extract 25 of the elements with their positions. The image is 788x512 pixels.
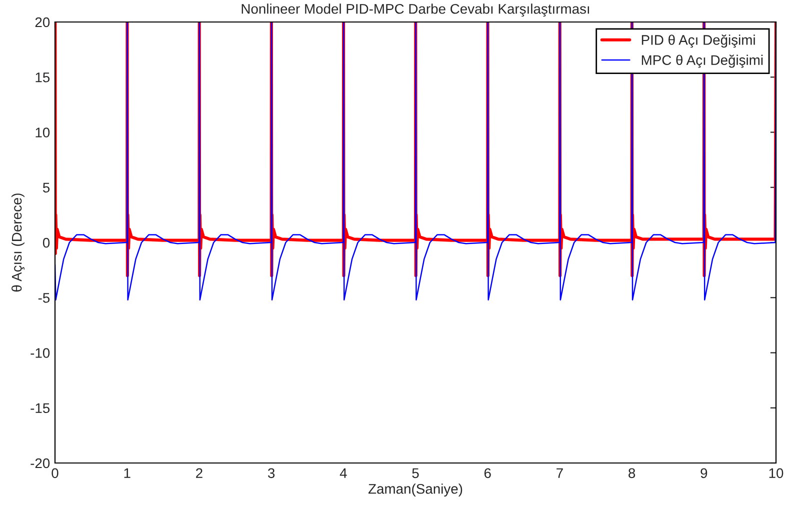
x-tick-label: 7: [556, 468, 563, 478]
y-tick-label: 0: [42, 238, 50, 248]
chart-title: Nonlineer Model PID-MPC Darbe Cevabı Karşılaştırması: [242, 4, 590, 17]
y-tick-label: 20: [35, 17, 50, 28]
x-tick-label: 9: [700, 468, 708, 478]
x-tick-label: 0: [52, 468, 58, 478]
x-tick-label: 8: [628, 468, 636, 478]
x-tick-label: 2: [196, 468, 202, 478]
y-tick-label: 15: [36, 72, 50, 82]
x-tick-label: 5: [412, 468, 419, 478]
x-tick-label: 6: [484, 468, 491, 478]
y-tick-label: -10: [30, 348, 50, 358]
y-tick-label: 10: [36, 128, 50, 138]
x-tick-label: 3: [268, 468, 275, 478]
legend-label: MPC θ Açı Değişimi: [642, 54, 763, 68]
legend-label: PID θ Açı Değişimi: [642, 34, 755, 48]
y-tick-label: -15: [30, 403, 50, 414]
y-tick-label: 5: [42, 182, 50, 193]
x-tick-label: 10: [769, 468, 784, 478]
x-tick-label: 1: [124, 468, 130, 478]
y-tick-label: -5: [38, 293, 50, 303]
y-axis-title: θ Açısı (Derece): [12, 194, 25, 292]
x-tick-label: 4: [340, 468, 347, 478]
y-tick-label: -20: [30, 458, 50, 468]
x-axis-title: Zaman(Saniye): [368, 484, 462, 497]
